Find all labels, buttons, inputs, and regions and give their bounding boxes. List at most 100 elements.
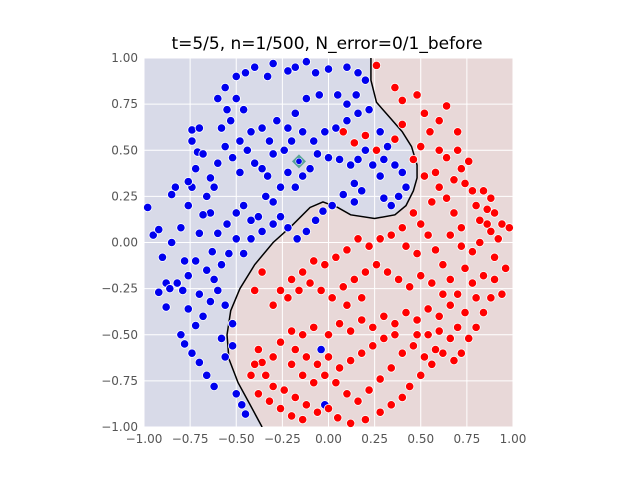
red-point <box>434 116 444 126</box>
red-point <box>331 378 341 388</box>
red-point <box>453 322 463 332</box>
red-point <box>357 348 367 358</box>
red-point <box>364 385 374 395</box>
blue-point <box>250 158 260 168</box>
decision-boundary-line <box>226 58 418 427</box>
blue-point <box>239 248 249 259</box>
blue-point <box>368 160 378 170</box>
red-point <box>253 389 263 399</box>
red-point <box>486 226 496 237</box>
red-point <box>353 396 363 406</box>
red-point <box>375 407 385 417</box>
red-point <box>301 400 311 410</box>
blue-point <box>202 265 212 275</box>
blue-point <box>227 319 238 329</box>
red-point <box>408 208 418 218</box>
red-point <box>290 392 300 403</box>
red-point <box>419 352 430 362</box>
red-point <box>478 271 489 281</box>
blue-point <box>237 400 247 410</box>
red-point <box>333 413 343 423</box>
blue-point <box>194 289 204 299</box>
blue-point <box>143 202 153 213</box>
blue-point <box>239 105 249 115</box>
blue-point <box>394 191 404 201</box>
red-point <box>338 282 348 292</box>
blue-point <box>309 136 319 146</box>
blue-point <box>364 105 374 115</box>
blue-point <box>375 171 385 181</box>
blue-point <box>235 136 245 146</box>
red-point <box>334 363 345 373</box>
red-point <box>394 274 404 284</box>
red-point <box>250 359 260 369</box>
red-point <box>449 208 459 218</box>
red-point <box>423 304 433 314</box>
red-point <box>427 197 437 207</box>
red-point <box>456 241 466 251</box>
blue-point <box>194 228 204 238</box>
y-tick-label: −0.75 <box>101 374 138 388</box>
blue-point <box>198 149 208 159</box>
red-point <box>290 344 300 355</box>
red-point <box>257 267 267 277</box>
red-point <box>309 322 319 332</box>
blue-point <box>213 285 223 296</box>
blue-point <box>283 66 293 76</box>
red-point <box>286 274 297 284</box>
red-point <box>382 267 393 277</box>
blue-point <box>351 90 361 100</box>
blue-point <box>379 154 389 165</box>
y-tick-label: 0.50 <box>111 143 138 157</box>
blue-point <box>246 127 256 137</box>
red-point <box>434 182 444 192</box>
blue-point <box>290 182 300 192</box>
blue-point <box>224 248 234 259</box>
blue-point <box>305 164 315 174</box>
blue-point <box>261 191 271 201</box>
blue-point <box>167 189 177 200</box>
red-point <box>386 363 396 373</box>
red-point <box>390 82 400 93</box>
red-point <box>430 344 441 355</box>
blue-point <box>257 226 267 237</box>
red-point <box>482 219 492 229</box>
red-point <box>316 285 326 296</box>
red-point <box>371 260 382 270</box>
blue-point <box>257 123 267 133</box>
blue-point <box>148 230 158 240</box>
red-point <box>493 234 503 244</box>
blue-point <box>231 93 241 104</box>
chart-title: t=5/5, n=1/500, N_error=0/1_before <box>171 34 482 54</box>
red-point <box>346 418 356 428</box>
red-point <box>386 230 396 240</box>
blue-point <box>220 300 230 310</box>
blue-point <box>176 330 186 340</box>
blue-point <box>205 173 216 183</box>
blue-point <box>310 68 321 78</box>
blue-point <box>268 197 278 207</box>
blue-point <box>323 153 334 163</box>
red-point <box>371 60 382 70</box>
blue-point <box>205 296 216 307</box>
red-point <box>445 274 455 284</box>
blue-point <box>227 153 238 163</box>
blue-point <box>209 274 219 284</box>
red-point <box>246 370 256 380</box>
red-point <box>464 333 474 344</box>
red-point <box>416 219 426 229</box>
y-tick-label: 1.00 <box>111 51 138 65</box>
blue-point <box>231 208 241 218</box>
red-point <box>445 230 455 240</box>
red-point <box>323 403 334 414</box>
blue-point <box>353 68 363 78</box>
red-point <box>397 119 407 130</box>
blue-point <box>191 320 201 331</box>
red-point <box>405 282 415 292</box>
x-tick-label: 0.25 <box>361 432 388 446</box>
red-point <box>453 289 463 299</box>
blue-point <box>268 149 278 159</box>
red-point <box>375 234 385 244</box>
blue-point <box>272 116 282 126</box>
red-point <box>323 330 334 340</box>
